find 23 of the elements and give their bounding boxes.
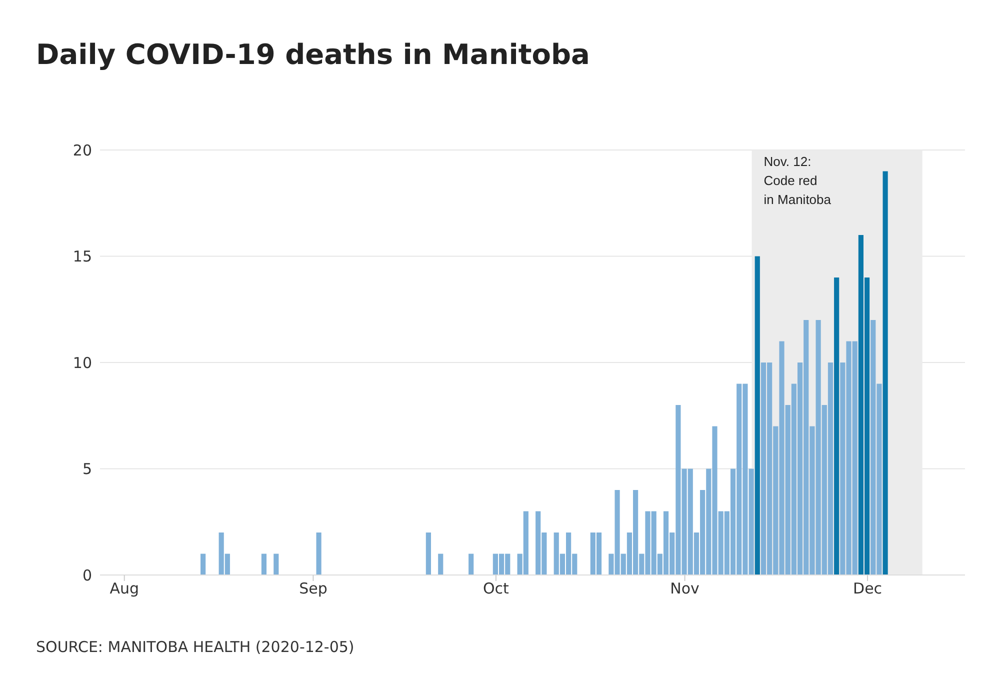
bar [316,532,322,575]
x-tick-label: Sep [299,580,328,598]
bar [261,554,267,575]
bar [834,278,840,575]
x-tick-label: Dec [853,580,882,598]
bar [426,532,431,575]
y-tick-label: 0 [82,566,92,584]
x-tick-label: Nov [670,580,700,598]
bar [754,256,760,575]
bar [882,171,888,575]
bar [274,554,279,575]
y-tick-label: 5 [82,460,92,478]
x-tick-label: Oct [482,580,510,598]
x-tick-label: Aug [110,580,140,598]
y-tick-label: 15 [72,248,92,266]
bar [438,554,444,575]
bar [200,554,206,575]
band-label: Nov. 12: Code red in Manitoba [764,154,832,207]
bar [468,554,474,575]
source-note: SOURCE: MANITOBA HEALTH (2020-12-05) [36,638,354,656]
y-tick-label: 10 [72,354,92,372]
chart-title: Daily COVID-19 deaths in Manitoba [36,38,590,71]
y-tick-label: 20 [72,141,92,160]
